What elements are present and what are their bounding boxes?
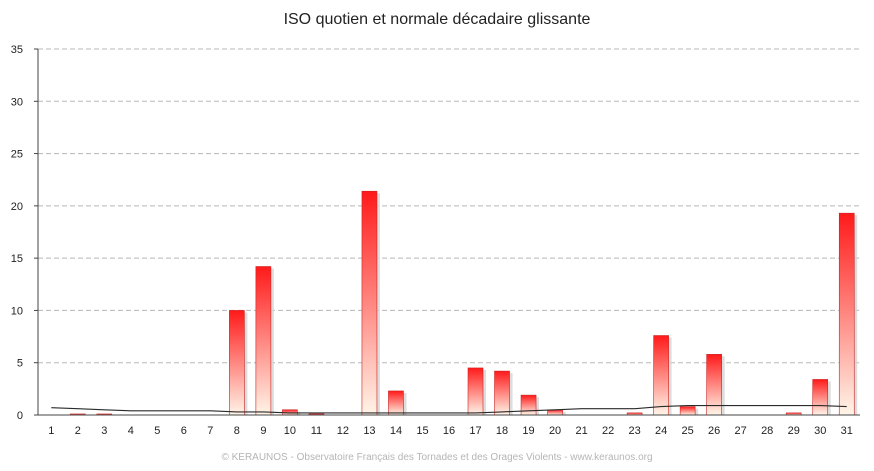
x-tick-label: 6 <box>181 425 187 437</box>
bar <box>467 367 484 416</box>
bar <box>388 390 404 416</box>
x-tick-label: 23 <box>628 425 640 437</box>
bar <box>229 310 245 416</box>
x-tick-label: 12 <box>337 425 349 437</box>
x-tick-label: 19 <box>522 425 534 437</box>
x-tick-label: 3 <box>101 425 107 437</box>
y-tick-label: 30 <box>11 96 23 108</box>
normal-line <box>51 405 847 414</box>
x-tick-label: 28 <box>761 425 773 437</box>
y-tick-label: 25 <box>11 149 23 161</box>
x-tick-label: 5 <box>154 425 160 437</box>
x-tick-label: 20 <box>549 425 561 437</box>
x-tick-label: 31 <box>841 425 853 437</box>
bar <box>255 266 272 416</box>
x-tick-label: 22 <box>602 425 614 437</box>
x-tick-label: 7 <box>207 425 213 437</box>
copyright-footer: © KERAUNOS - Observatoire Français des T… <box>221 452 653 463</box>
x-tick-label: 11 <box>311 425 322 437</box>
x-tick-label: 2 <box>75 425 81 437</box>
x-tick-label: 17 <box>469 425 481 437</box>
bar <box>812 379 829 416</box>
x-tick-label: 18 <box>496 425 508 437</box>
y-tick-label: 20 <box>11 201 23 213</box>
x-tick-label: 25 <box>682 425 694 437</box>
y-tick-label: 35 <box>11 44 23 56</box>
x-tick-label: 15 <box>416 425 428 437</box>
x-tick-label: 24 <box>655 425 667 437</box>
y-tick-label: 10 <box>11 305 23 317</box>
x-tick-label: 27 <box>735 425 747 437</box>
x-tick-label: 8 <box>234 425 240 437</box>
bar <box>653 335 669 416</box>
x-tick-label: 14 <box>390 425 402 437</box>
chart-title: ISO quotien et normale décadaire glissan… <box>283 11 591 28</box>
x-tick-label: 21 <box>575 425 587 437</box>
x-tick-label: 16 <box>443 425 455 437</box>
x-tick-label: 9 <box>260 425 266 437</box>
x-tick-label: 10 <box>284 425 296 437</box>
x-tick-label: 13 <box>363 425 375 437</box>
bar <box>547 409 563 416</box>
x-tick-label: 30 <box>814 425 826 437</box>
bar <box>838 212 855 416</box>
bar <box>361 190 378 416</box>
x-tick-label: 26 <box>708 425 720 437</box>
x-tick-label: 4 <box>128 425 134 437</box>
y-tick-label: 15 <box>11 253 23 265</box>
bar <box>520 394 537 416</box>
x-tick-label: 1 <box>48 425 54 437</box>
y-tick-label: 5 <box>17 358 23 370</box>
y-tick-label: 0 <box>17 410 23 422</box>
x-tick-label: 29 <box>788 425 800 437</box>
bar <box>494 370 510 416</box>
bar <box>679 406 696 416</box>
